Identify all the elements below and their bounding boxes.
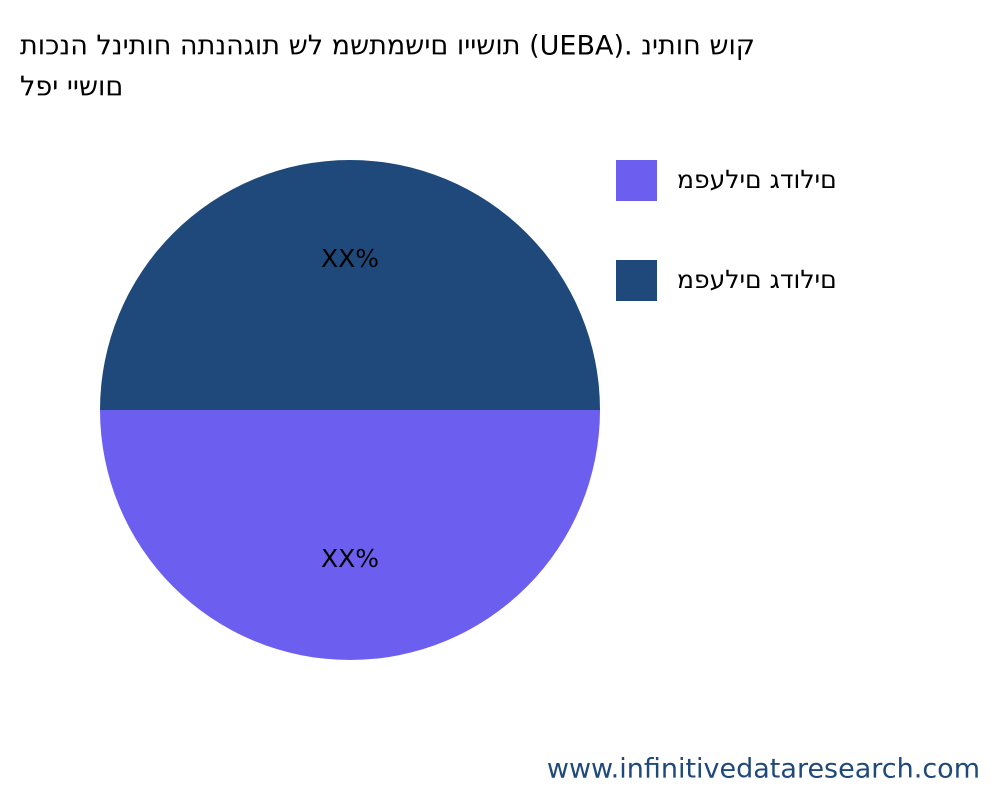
legend-label: מפעלים גדולים bbox=[677, 265, 837, 294]
pie-slice bbox=[100, 160, 600, 410]
chart-title: תוכנה לניתוח התנהגות של משתמשים ויישות (… bbox=[20, 31, 755, 62]
pie-slice bbox=[100, 410, 600, 660]
legend-label: מפעלים גדולים bbox=[677, 165, 837, 194]
source: www.infinitivedataresearch.com bbox=[547, 754, 980, 785]
legend-swatch bbox=[616, 160, 657, 201]
chart-title: לפי יישום bbox=[20, 72, 123, 103]
data-label: XX% bbox=[321, 244, 379, 273]
legend-swatch bbox=[616, 260, 657, 301]
data-label: XX% bbox=[321, 544, 379, 573]
